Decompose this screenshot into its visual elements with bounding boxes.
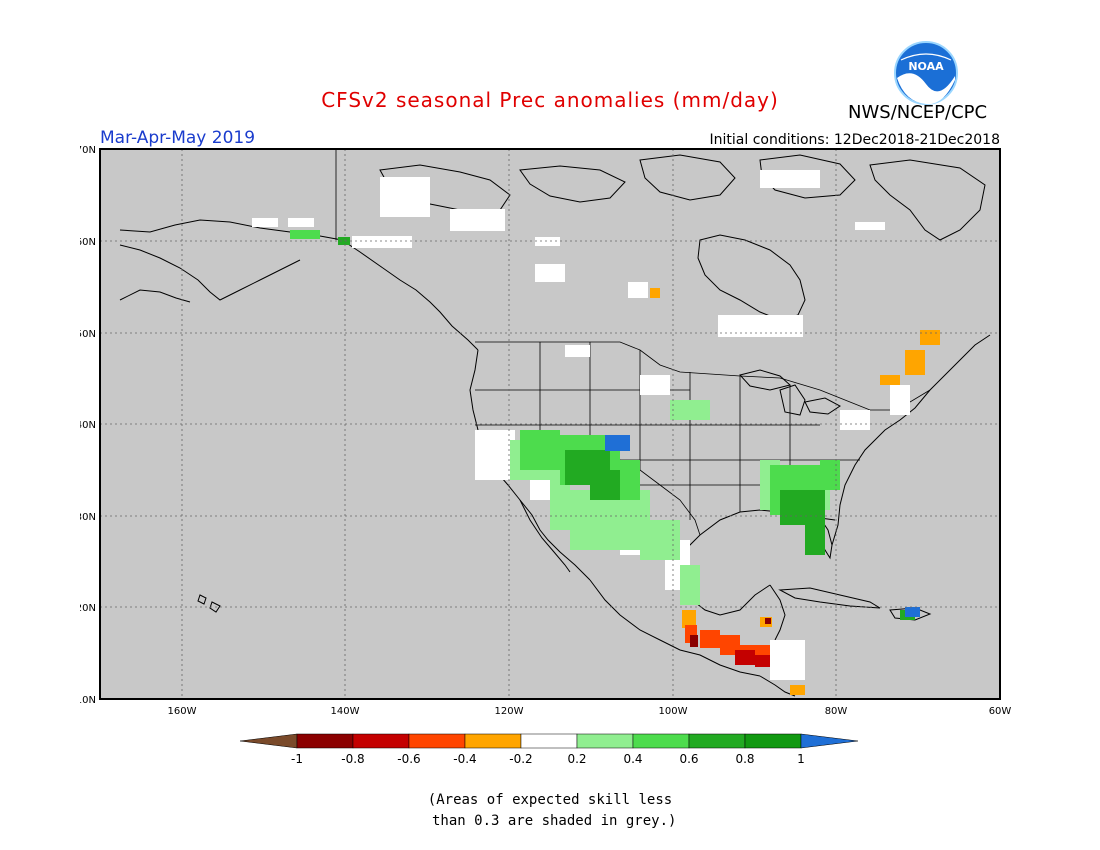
- legend-tick-label: 0.8: [735, 752, 754, 766]
- legend-tick-label: -0.8: [341, 752, 364, 766]
- lon-label: 120W: [495, 706, 524, 717]
- color-legend: -1 -0.8 -0.6 -0.4 -0.2 0.2 0.4 0.6 0.8 1: [239, 733, 859, 766]
- lat-label: 50N: [80, 329, 96, 340]
- lat-labels: 70N 60N 50N 40N 30N 20N 10N: [80, 145, 96, 706]
- lon-label: 140W: [331, 706, 360, 717]
- legend-tick-label: 1: [797, 752, 805, 766]
- legend-tick-label: 0.4: [623, 752, 642, 766]
- initial-conditions-label: Initial conditions: 12Dec2018-21Dec2018: [709, 132, 1001, 148]
- lon-label: 100W: [659, 706, 688, 717]
- footnote: (Areas of expected skill less than 0.3 a…: [427, 792, 677, 829]
- legend-tick-label: -0.2: [509, 752, 532, 766]
- legend-bin-6: [632, 733, 690, 749]
- legend-bin-0: [296, 733, 354, 749]
- legend-bin-4: [520, 733, 578, 749]
- legend-bin-1: [352, 733, 410, 749]
- logo-text: NOAA: [908, 60, 944, 73]
- lat-label: 10N: [80, 695, 96, 706]
- anomaly-patches: [252, 170, 940, 695]
- lat-label: 70N: [80, 145, 96, 156]
- noaa-logo: NOAA: [894, 41, 958, 105]
- legend-bin-7: [688, 733, 746, 749]
- legend-tick-label: 0.2: [567, 752, 586, 766]
- lat-label: 40N: [80, 420, 96, 431]
- legend-right-arrow: [800, 733, 859, 749]
- map-title: CFSv2 seasonal Prec anomalies (mm/day): [321, 88, 779, 112]
- legend-bin-8: [744, 733, 802, 749]
- legend-tick-label: -0.6: [397, 752, 420, 766]
- graticule: [100, 149, 1000, 699]
- legend-left-arrow: [239, 733, 298, 749]
- season-label: Mar-Apr-May 2019: [100, 128, 256, 148]
- lon-label: 60W: [989, 706, 1012, 717]
- lat-label: 20N: [80, 603, 96, 614]
- lon-label: 80W: [825, 706, 848, 717]
- legend-bin-2: [408, 733, 466, 749]
- legend-bin-3: [464, 733, 522, 749]
- legend-tick-label: 0.6: [679, 752, 698, 766]
- legend-tick-label: -1: [291, 752, 303, 766]
- legend-bin-5: [576, 733, 634, 749]
- lon-label: 160W: [168, 706, 197, 717]
- precip-anomaly-map: 70N 60N 50N 40N 30N 20N 10N 160W 140W 12…: [80, 145, 1012, 717]
- agency-label: NWS/NCEP/CPC: [848, 102, 988, 123]
- lat-label: 30N: [80, 512, 96, 523]
- legend-tick-label: -0.4: [453, 752, 476, 766]
- lat-label: 60N: [80, 237, 96, 248]
- map-frame: [99, 148, 1001, 700]
- lon-labels: 160W 140W 120W 100W 80W 60W: [168, 706, 1012, 717]
